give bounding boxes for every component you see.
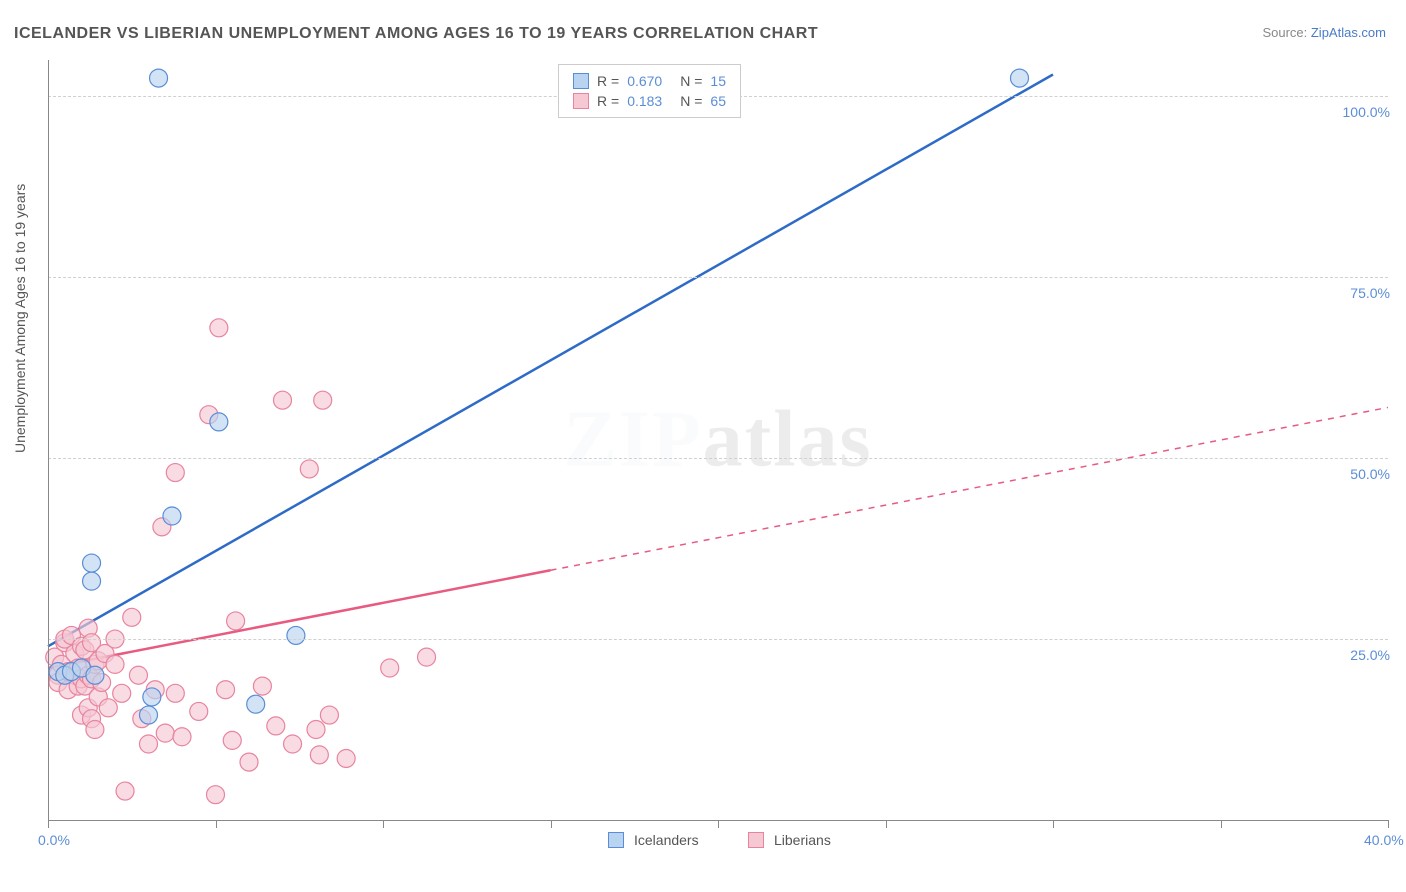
x-tick: [383, 820, 384, 828]
data-point: [143, 688, 161, 706]
legend-stats-row: R = 0.670 N = 15: [573, 71, 726, 91]
chart-title: ICELANDER VS LIBERIAN UNEMPLOYMENT AMONG…: [14, 25, 818, 43]
legend-bottom-item: Icelanders: [608, 832, 699, 848]
data-point: [310, 746, 328, 764]
data-point: [247, 695, 265, 713]
trend-line-solid: [48, 74, 1053, 646]
data-point: [123, 608, 141, 626]
data-point: [300, 460, 318, 478]
legend-n-label: N =: [680, 73, 702, 89]
data-point: [86, 721, 104, 739]
data-point: [140, 735, 158, 753]
y-axis-label: Unemployment Among Ages 16 to 19 years: [12, 184, 28, 453]
legend-n-value: 65: [710, 93, 726, 109]
data-point: [113, 684, 131, 702]
legend-stats-row: R = 0.183 N = 65: [573, 91, 726, 111]
data-point: [150, 69, 168, 87]
legend-swatch: [608, 832, 624, 848]
legend-n-label: N =: [680, 93, 702, 109]
grid-line: [48, 277, 1388, 278]
data-point: [83, 554, 101, 572]
grid-line: [48, 458, 1388, 459]
x-tick: [1388, 820, 1389, 828]
legend-n-value: 15: [710, 73, 726, 89]
x-tick: [1221, 820, 1222, 828]
legend-stats-box: R = 0.670 N = 15 R = 0.183 N = 65: [558, 64, 741, 118]
data-point: [163, 507, 181, 525]
data-point: [1011, 69, 1029, 87]
source-prefix: Source:: [1262, 25, 1310, 40]
data-point: [166, 684, 184, 702]
x-tick: [216, 820, 217, 828]
grid-line: [48, 639, 1388, 640]
data-point: [190, 702, 208, 720]
data-point: [207, 786, 225, 804]
data-point: [267, 717, 285, 735]
data-point: [116, 782, 134, 800]
data-point: [381, 659, 399, 677]
data-point: [240, 753, 258, 771]
x-tick: [1053, 820, 1054, 828]
data-point: [99, 699, 117, 717]
legend-label: Liberians: [774, 832, 831, 848]
legend-r-value: 0.183: [627, 93, 662, 109]
legend-r-value: 0.670: [627, 73, 662, 89]
chart-container: ICELANDER VS LIBERIAN UNEMPLOYMENT AMONG…: [0, 0, 1406, 892]
x-tick: [551, 820, 552, 828]
y-tick-label: 75.0%: [1350, 285, 1390, 301]
data-point: [253, 677, 271, 695]
data-point: [156, 724, 174, 742]
data-point: [106, 655, 124, 673]
x-tick: [48, 820, 49, 828]
data-point: [307, 721, 325, 739]
data-point: [140, 706, 158, 724]
x-tick-label: 40.0%: [1364, 832, 1404, 848]
data-point: [287, 626, 305, 644]
x-tick: [718, 820, 719, 828]
y-axis-line: [48, 60, 49, 820]
data-point: [217, 681, 235, 699]
legend-swatch: [573, 73, 589, 89]
legend-r-label: R =: [597, 73, 619, 89]
data-point: [418, 648, 436, 666]
legend-swatch: [748, 832, 764, 848]
data-point: [223, 731, 241, 749]
legend-label: Icelanders: [634, 832, 699, 848]
source-link[interactable]: ZipAtlas.com: [1311, 25, 1386, 40]
data-point: [320, 706, 338, 724]
y-tick-label: 25.0%: [1350, 647, 1390, 663]
data-point: [314, 391, 332, 409]
data-point: [166, 464, 184, 482]
data-point: [210, 319, 228, 337]
data-point: [210, 413, 228, 431]
data-point: [129, 666, 147, 684]
data-point: [83, 572, 101, 590]
plot-area: ZIPatlas 25.0%50.0%75.0%100.0%0.0%40.0%R…: [48, 60, 1388, 820]
x-tick: [886, 820, 887, 828]
scatter-plot-svg: [48, 60, 1388, 820]
data-point: [337, 749, 355, 767]
data-point: [173, 728, 191, 746]
data-point: [284, 735, 302, 753]
trend-line-dashed: [551, 407, 1389, 570]
data-point: [86, 666, 104, 684]
data-point: [274, 391, 292, 409]
legend-swatch: [573, 93, 589, 109]
legend-r-label: R =: [597, 93, 619, 109]
source-attribution: Source: ZipAtlas.com: [1262, 25, 1386, 40]
y-tick-label: 50.0%: [1350, 466, 1390, 482]
legend-bottom-item: Liberians: [748, 832, 831, 848]
x-tick-label: 0.0%: [38, 832, 70, 848]
y-tick-label: 100.0%: [1343, 104, 1390, 120]
data-point: [227, 612, 245, 630]
